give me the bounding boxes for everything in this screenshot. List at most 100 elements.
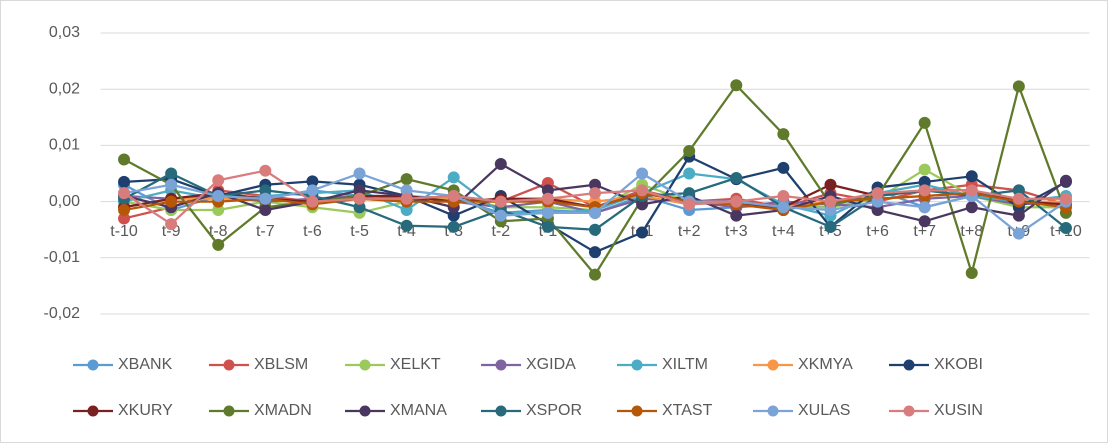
x-tick-label: t-7 <box>256 223 275 240</box>
point <box>777 161 790 174</box>
legend-label: XMANA <box>390 402 447 419</box>
legend-marker <box>359 359 371 371</box>
point <box>212 238 225 251</box>
legend-marker <box>87 359 99 371</box>
point <box>777 128 790 141</box>
x-tick-label: t+7 <box>913 223 936 240</box>
legend-label: XULAS <box>798 402 850 419</box>
point <box>965 170 978 183</box>
point <box>965 201 978 214</box>
legend-marker <box>495 359 507 371</box>
legend-label: XBLSM <box>254 356 308 373</box>
legend-marker <box>495 405 507 417</box>
point <box>400 192 413 205</box>
point <box>494 195 507 208</box>
x-tick-label: t-5 <box>350 223 369 240</box>
y-tick-label: 0,01 <box>49 137 80 154</box>
legend-label: XKOBI <box>934 356 983 373</box>
legend-label: XMADN <box>254 402 312 419</box>
legend-marker <box>631 405 643 417</box>
point <box>918 184 931 197</box>
point <box>541 192 554 205</box>
point <box>636 226 649 239</box>
point <box>165 167 178 180</box>
point <box>965 184 978 197</box>
legend-marker <box>631 359 643 371</box>
point <box>777 201 790 214</box>
y-tick-label: -0,02 <box>44 305 81 322</box>
point <box>824 220 837 233</box>
point <box>589 246 601 259</box>
point <box>165 178 178 191</box>
point <box>400 173 413 186</box>
point <box>918 116 931 129</box>
legend-label: XBANK <box>118 356 173 373</box>
legend-label: XTAST <box>662 402 713 419</box>
point <box>212 174 225 187</box>
point <box>683 198 696 211</box>
legend-label: XSPOR <box>526 402 582 419</box>
point <box>918 163 931 176</box>
legend-label: XGIDA <box>526 356 576 373</box>
legend-marker <box>903 405 915 417</box>
point <box>589 187 601 200</box>
point <box>730 209 743 222</box>
point <box>589 206 601 219</box>
legend-marker <box>767 359 779 371</box>
legend-label: XKURY <box>118 402 173 419</box>
point <box>306 195 319 208</box>
point <box>965 266 978 279</box>
point <box>1012 80 1025 93</box>
point <box>1059 222 1072 235</box>
point <box>683 145 696 158</box>
point <box>1059 192 1072 205</box>
point <box>447 220 460 233</box>
y-tick-label: -0,01 <box>44 249 81 266</box>
x-tick-label: t+2 <box>678 223 701 240</box>
x-tick-label: t-8 <box>209 223 228 240</box>
point <box>683 167 696 180</box>
legend-label: XELKT <box>390 356 441 373</box>
x-tick-label: t-10 <box>110 223 138 240</box>
point <box>589 268 601 281</box>
point <box>636 167 649 180</box>
point <box>400 219 413 232</box>
y-tick-label: 0,00 <box>49 193 80 210</box>
x-tick-label: t+4 <box>772 223 795 240</box>
point <box>118 187 131 200</box>
point <box>353 192 366 205</box>
x-tick-label: t+3 <box>725 223 748 240</box>
point <box>730 79 743 92</box>
legend-label: XKMYA <box>798 356 853 373</box>
legend-label: XUSIN <box>934 402 983 419</box>
point <box>918 215 931 228</box>
point <box>118 153 131 166</box>
point <box>1059 174 1072 187</box>
x-tick-label: t-2 <box>491 223 510 240</box>
x-tick-label: t+6 <box>866 223 889 240</box>
legend-marker <box>359 405 371 417</box>
point <box>118 204 131 217</box>
point <box>871 187 884 200</box>
legend-marker <box>903 359 915 371</box>
legend-marker <box>223 405 235 417</box>
point <box>730 195 743 208</box>
legend-marker <box>223 359 235 371</box>
y-tick-label: 0,02 <box>49 80 80 97</box>
point <box>541 206 554 219</box>
point <box>589 223 601 236</box>
x-tick-label: t-6 <box>303 223 322 240</box>
point <box>636 184 649 197</box>
point <box>165 218 178 231</box>
x-tick-label: t+8 <box>960 223 983 240</box>
point <box>306 184 319 197</box>
point <box>1012 209 1025 222</box>
point <box>730 171 743 184</box>
point <box>353 167 366 180</box>
point <box>541 220 554 233</box>
point <box>447 189 460 202</box>
point <box>165 195 178 208</box>
legend-marker <box>767 405 779 417</box>
legend-marker <box>87 405 99 417</box>
